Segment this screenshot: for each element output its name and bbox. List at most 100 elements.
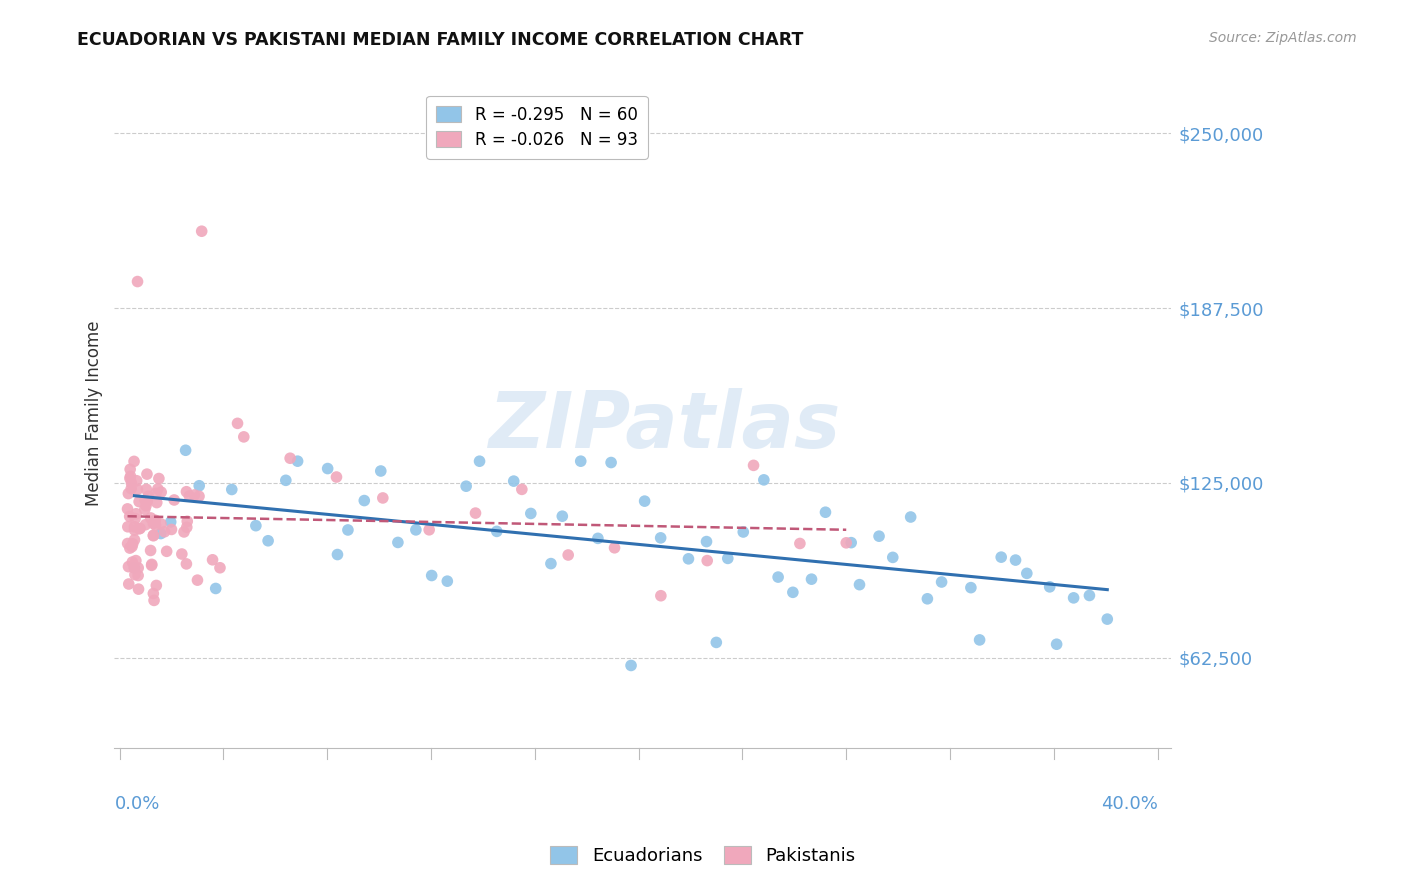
Point: [143, 514, 166, 528]
Point: [173, 524, 195, 539]
Point: [232, 430, 254, 444]
Point: [931, 574, 953, 589]
Point: [990, 550, 1012, 565]
Point: [1039, 580, 1062, 594]
Point: [960, 581, 983, 595]
Point: [188, 479, 211, 493]
Point: [145, 518, 167, 533]
Point: [520, 507, 543, 521]
Point: [1046, 637, 1069, 651]
Point: [420, 568, 443, 582]
Point: [208, 560, 231, 574]
Point: [183, 488, 205, 502]
Point: [696, 553, 718, 567]
Text: ZIPatlas: ZIPatlas: [488, 388, 839, 465]
Point: [353, 493, 375, 508]
Point: [814, 505, 837, 519]
Point: [120, 469, 142, 483]
Point: [650, 531, 672, 545]
Point: [917, 591, 939, 606]
Point: [118, 509, 141, 524]
Point: [124, 561, 146, 575]
Point: [117, 520, 139, 534]
Point: [117, 501, 139, 516]
Point: [120, 462, 142, 476]
Point: [468, 454, 491, 468]
Point: [145, 578, 167, 592]
Point: [135, 483, 157, 497]
Point: [603, 541, 626, 555]
Point: [135, 499, 157, 513]
Point: [882, 550, 904, 565]
Point: [136, 467, 159, 482]
Point: [121, 540, 143, 554]
Point: [128, 494, 150, 508]
Point: [1063, 591, 1085, 605]
Point: [742, 458, 765, 473]
Point: [163, 493, 186, 508]
Point: [141, 558, 163, 573]
Point: [117, 486, 139, 500]
Point: [159, 515, 181, 529]
Point: [121, 537, 143, 551]
Point: [134, 493, 156, 508]
Point: [170, 547, 193, 561]
Point: [153, 524, 176, 539]
Point: [174, 443, 197, 458]
Text: 40.0%: 40.0%: [1101, 796, 1157, 814]
Point: [204, 582, 226, 596]
Point: [128, 522, 150, 536]
Point: [418, 523, 440, 537]
Point: [201, 553, 224, 567]
Point: [717, 551, 740, 566]
Point: [186, 573, 208, 587]
Point: [789, 536, 811, 550]
Text: Source: ZipAtlas.com: Source: ZipAtlas.com: [1209, 31, 1357, 45]
Point: [633, 494, 655, 508]
Point: [150, 485, 173, 500]
Point: [752, 473, 775, 487]
Point: [176, 484, 198, 499]
Point: [1078, 589, 1101, 603]
Point: [176, 520, 198, 534]
Legend: R = -0.295   N = 60, R = -0.026   N = 93: R = -0.295 N = 60, R = -0.026 N = 93: [426, 95, 648, 159]
Point: [136, 494, 159, 508]
Point: [733, 524, 755, 539]
Point: [117, 536, 139, 550]
Y-axis label: Median Family Income: Median Family Income: [86, 320, 103, 506]
Point: [160, 523, 183, 537]
Point: [387, 535, 409, 549]
Legend: Ecuadorians, Pakistanis: Ecuadorians, Pakistanis: [543, 839, 863, 872]
Point: [678, 551, 700, 566]
Point: [1097, 612, 1119, 626]
Point: [127, 483, 149, 497]
Point: [145, 495, 167, 509]
Point: [226, 417, 249, 431]
Point: [336, 523, 359, 537]
Point: [142, 586, 165, 600]
Point: [176, 557, 198, 571]
Point: [120, 476, 142, 491]
Point: [127, 568, 149, 582]
Point: [510, 483, 533, 497]
Point: [800, 572, 823, 586]
Point: [124, 567, 146, 582]
Point: [118, 541, 141, 555]
Point: [142, 529, 165, 543]
Point: [134, 502, 156, 516]
Point: [835, 536, 858, 550]
Point: [188, 489, 211, 503]
Point: [274, 473, 297, 487]
Point: [1015, 566, 1038, 581]
Point: [620, 658, 643, 673]
Point: [124, 533, 146, 547]
Point: [149, 516, 172, 531]
Point: [139, 511, 162, 525]
Point: [900, 510, 922, 524]
Point: [969, 632, 991, 647]
Point: [149, 526, 172, 541]
Point: [405, 523, 427, 537]
Point: [650, 589, 672, 603]
Point: [148, 471, 170, 485]
Point: [118, 471, 141, 485]
